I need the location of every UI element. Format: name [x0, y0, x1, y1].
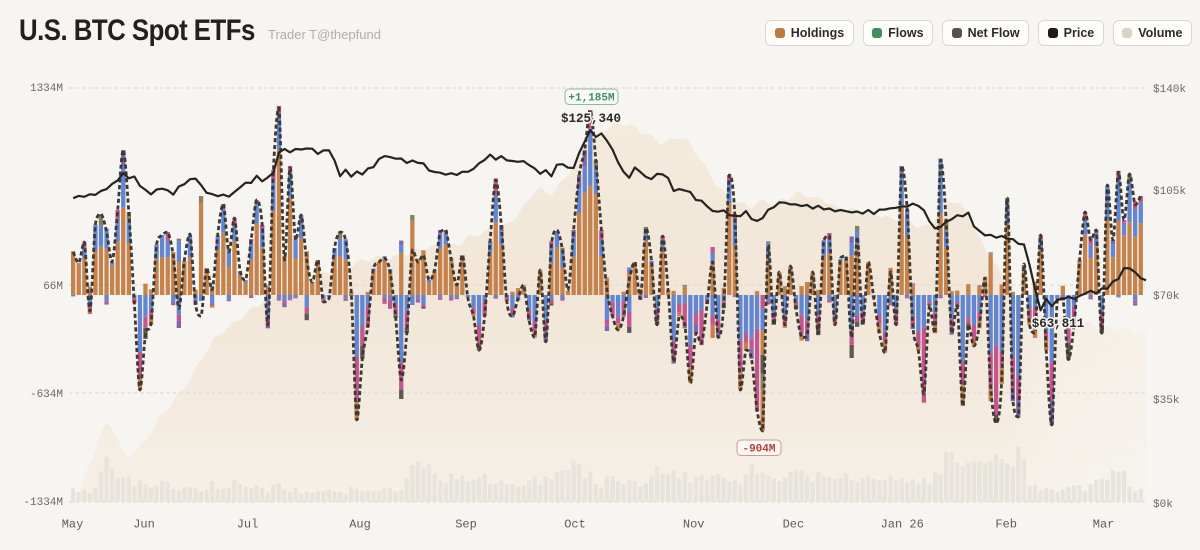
svg-text:Nov: Nov: [683, 518, 705, 532]
svg-text:-634M: -634M: [30, 389, 63, 401]
svg-text:-1334M: -1334M: [23, 497, 63, 509]
svg-text:Jul: Jul: [237, 518, 259, 532]
svg-text:Dec: Dec: [783, 518, 805, 532]
svg-text:$140k: $140k: [1153, 84, 1186, 96]
svg-text:$0k: $0k: [1153, 499, 1173, 511]
svg-text:Aug: Aug: [349, 518, 371, 532]
svg-text:Jun: Jun: [133, 518, 155, 532]
svg-text:May: May: [62, 518, 84, 532]
svg-text:Sep: Sep: [455, 518, 477, 532]
svg-text:$70k: $70k: [1153, 291, 1180, 303]
svg-text:$125,340: $125,340: [561, 112, 621, 126]
svg-text:$63,811: $63,811: [1032, 317, 1085, 331]
svg-text:Mar: Mar: [1093, 518, 1115, 532]
svg-text:+1,185M: +1,185M: [568, 93, 615, 105]
svg-text:Jan 26: Jan 26: [881, 518, 924, 532]
svg-text:$35k: $35k: [1153, 395, 1180, 407]
svg-text:Feb: Feb: [995, 518, 1017, 532]
svg-text:66M: 66M: [43, 281, 63, 293]
svg-text:1334M: 1334M: [30, 83, 63, 95]
svg-text:$105k: $105k: [1153, 186, 1186, 198]
svg-text:Oct: Oct: [564, 518, 586, 532]
svg-text:-904M: -904M: [742, 444, 775, 456]
